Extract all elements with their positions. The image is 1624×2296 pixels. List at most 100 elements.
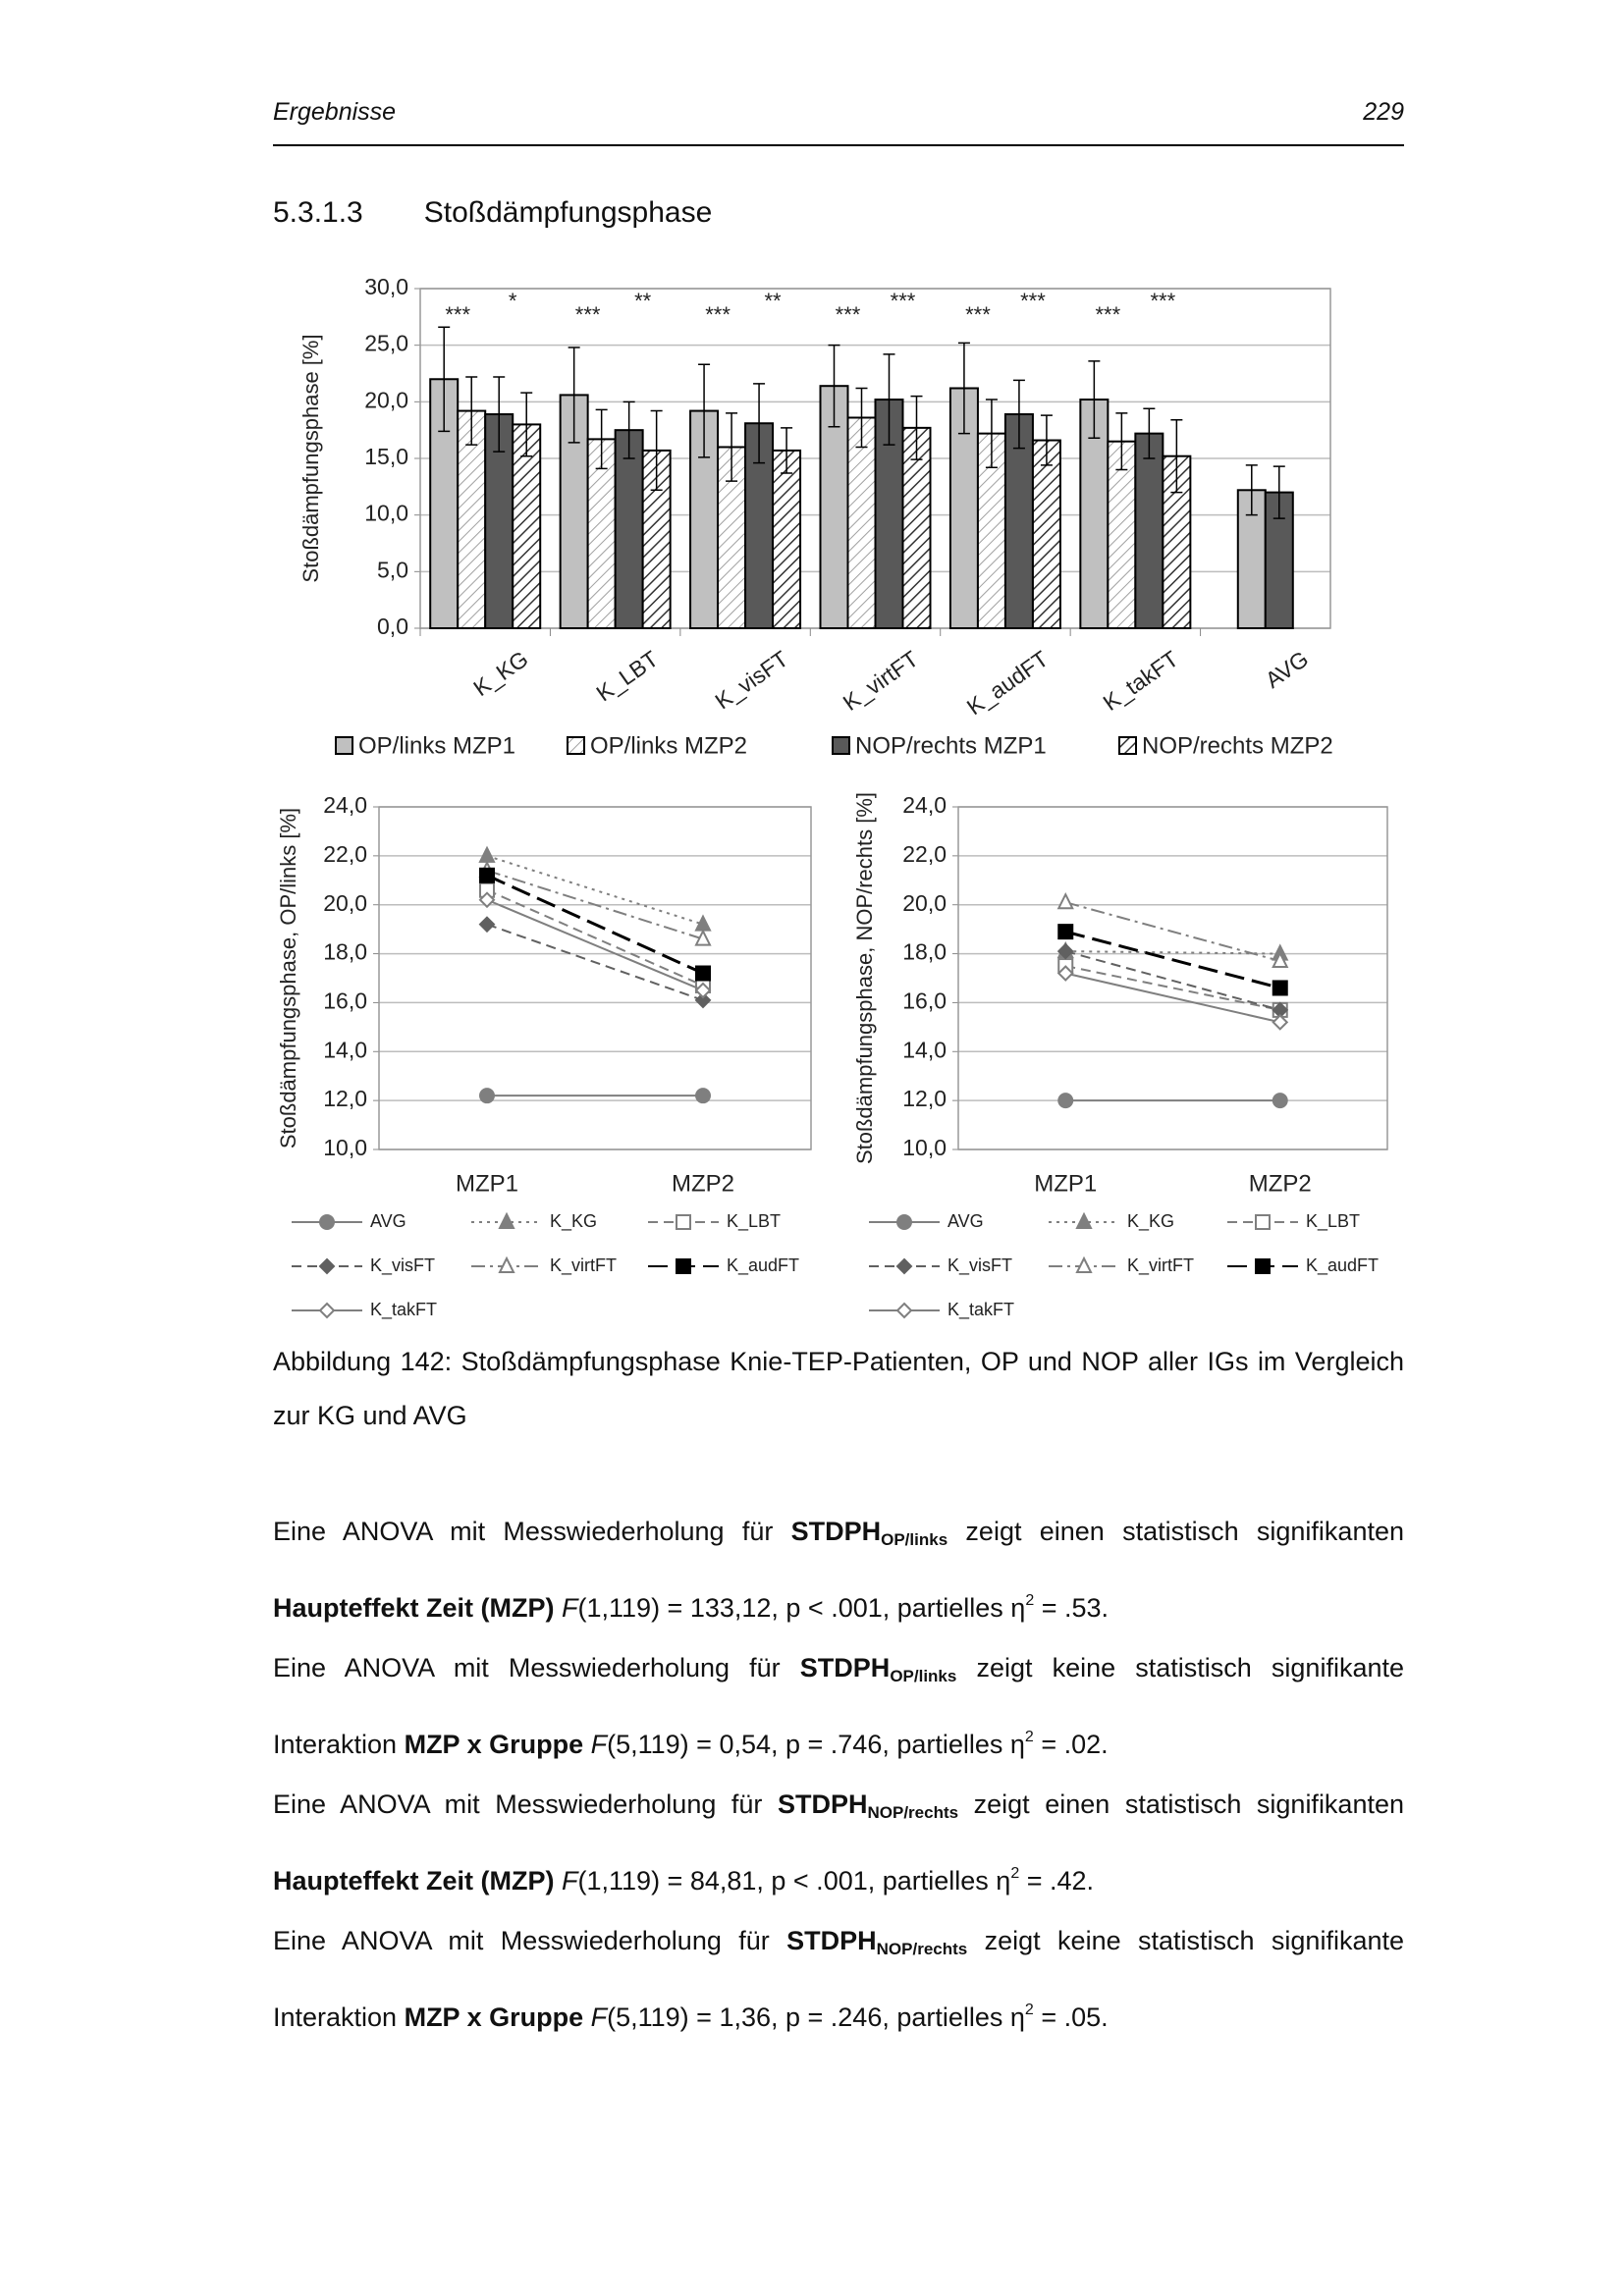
y-tick-label: 22,0 bbox=[902, 841, 947, 867]
text-run: STDPH bbox=[786, 1926, 877, 1955]
figure-caption: Abbildung 142: Stoßdämpfungsphase Knie-T… bbox=[273, 1347, 1404, 1430]
plot-frame bbox=[378, 806, 812, 1150]
error-bar bbox=[985, 399, 998, 468]
bar bbox=[1031, 439, 1061, 629]
text-run: = .53. bbox=[1034, 1592, 1110, 1623]
y-axis-label: Stoßdämpfungsphase, OP/links [%] bbox=[276, 808, 300, 1148]
error-bar bbox=[883, 353, 895, 446]
text-run: F bbox=[562, 1592, 578, 1623]
series-line bbox=[1065, 972, 1280, 1024]
text-run: OP/links bbox=[881, 1530, 948, 1549]
error-bar bbox=[1170, 419, 1183, 494]
error-bar bbox=[957, 342, 970, 435]
error-bar bbox=[493, 376, 506, 453]
body-text: Eine ANOVA mit Messwiederholung für STDP… bbox=[273, 1502, 1404, 2048]
legend-label: K_KG bbox=[550, 1211, 597, 1232]
x-tick-label: K_KG bbox=[468, 646, 532, 702]
header-rule bbox=[273, 144, 1404, 146]
data-point bbox=[479, 1088, 495, 1104]
error-bar bbox=[1245, 464, 1258, 516]
legend-marker bbox=[319, 1214, 335, 1230]
legend-marker bbox=[676, 1214, 691, 1230]
data-point bbox=[478, 916, 496, 934]
legend-swatch bbox=[1118, 736, 1137, 755]
y-tick-label: 10,0 bbox=[902, 1135, 947, 1160]
series-line bbox=[486, 888, 704, 987]
legend-label: K_visFT bbox=[947, 1255, 1012, 1276]
error-bar bbox=[1040, 414, 1053, 466]
text-run: zeigt keine statistisch signifi­kante In… bbox=[273, 1926, 1404, 2032]
text-run bbox=[555, 1593, 563, 1623]
legend-swatch bbox=[567, 736, 585, 755]
text-run: F bbox=[562, 1865, 578, 1896]
text-run: Eine ANOVA mit Messwiederholung für bbox=[273, 1517, 791, 1546]
significance: ** bbox=[765, 289, 783, 313]
x-tick-label: K_LBT bbox=[591, 646, 663, 707]
y-tick-label: 25,0 bbox=[364, 331, 408, 356]
y-axis-label: Stoßdämpfungsphase, NOP/rechts [%] bbox=[852, 792, 877, 1164]
error-bar bbox=[753, 383, 766, 464]
plot-frame bbox=[957, 806, 1388, 1150]
legend-marker bbox=[498, 1255, 515, 1273]
error-bar bbox=[438, 326, 451, 433]
data-point bbox=[1057, 1093, 1074, 1109]
legend-marker bbox=[318, 1257, 336, 1275]
y-tick-label: 24,0 bbox=[323, 792, 367, 818]
text-run: NOP/rechts bbox=[876, 1940, 968, 1958]
text-run: zeigt einen statistisch signifi­kanten bbox=[958, 1789, 1405, 1819]
bar bbox=[744, 422, 775, 629]
text-run: OP/links bbox=[890, 1667, 957, 1685]
data-point bbox=[1272, 1093, 1288, 1109]
series-line bbox=[486, 898, 704, 991]
legend-label: NOP/rechts MZP2 bbox=[1142, 732, 1333, 759]
text-run: STDPH bbox=[799, 1653, 891, 1682]
paragraph: Eine ANOVA mit Messwiederholung für STDP… bbox=[273, 1638, 1404, 1775]
legend-marker bbox=[1255, 1214, 1271, 1230]
text-run: Haupteffekt Zeit (MZP) bbox=[273, 1592, 555, 1623]
legend-label: OP/links MZP2 bbox=[590, 732, 747, 759]
error-bar bbox=[1115, 412, 1128, 471]
paragraph: Eine ANOVA mit Messwiederholung für STDP… bbox=[273, 1502, 1404, 1638]
page-number: 229 bbox=[1363, 98, 1404, 126]
y-tick-label: 20,0 bbox=[364, 387, 408, 412]
y-tick-label: 15,0 bbox=[364, 444, 408, 469]
data-point bbox=[694, 991, 712, 1009]
x-tick-label: MZP1 bbox=[456, 1170, 518, 1197]
text-run: zeigt einen statistisch signifi­kanten bbox=[947, 1517, 1404, 1546]
y-tick-label: 16,0 bbox=[902, 988, 947, 1014]
paragraph: Eine ANOVA mit Messwiederholung für STDP… bbox=[273, 1911, 1404, 2048]
data-point bbox=[1056, 965, 1074, 982]
significance: *** bbox=[1151, 289, 1176, 313]
text-run bbox=[555, 1866, 563, 1896]
text-run: 2 bbox=[1024, 2001, 1034, 2018]
error-bar bbox=[520, 392, 533, 457]
text-run: 2 bbox=[1010, 1864, 1020, 1882]
text-run: (1,119) = 84,81, p < .001, partielles η bbox=[577, 1865, 1011, 1896]
error-bar bbox=[1088, 360, 1101, 439]
significance: *** bbox=[445, 302, 470, 327]
data-point bbox=[478, 891, 496, 909]
significance: *** bbox=[965, 302, 991, 327]
series-line bbox=[1064, 930, 1281, 989]
legend-label: K_audFT bbox=[727, 1255, 799, 1276]
text-run: = .42. bbox=[1019, 1865, 1095, 1896]
text-run: F bbox=[590, 2002, 608, 2032]
error-bar bbox=[568, 347, 580, 444]
data-point bbox=[1056, 942, 1074, 960]
text-run: Eine ANOVA mit Messwiederholung für bbox=[273, 1789, 778, 1819]
significance: *** bbox=[575, 302, 601, 327]
legend-label: K_LBT bbox=[1306, 1211, 1360, 1232]
y-tick-label: 24,0 bbox=[902, 792, 947, 818]
series-line bbox=[1064, 901, 1281, 963]
y-tick-label: 12,0 bbox=[323, 1086, 367, 1111]
bar bbox=[772, 449, 802, 629]
running-head: Ergebnisse bbox=[273, 98, 397, 126]
bar bbox=[846, 416, 877, 630]
bar bbox=[1134, 432, 1164, 630]
series-line bbox=[486, 923, 704, 1001]
y-tick-label: 12,0 bbox=[902, 1086, 947, 1111]
text-run: = .05. bbox=[1033, 2002, 1109, 2032]
legend-label: AVG bbox=[947, 1211, 984, 1231]
legend-swatch bbox=[335, 736, 353, 755]
error-bar bbox=[726, 412, 738, 482]
